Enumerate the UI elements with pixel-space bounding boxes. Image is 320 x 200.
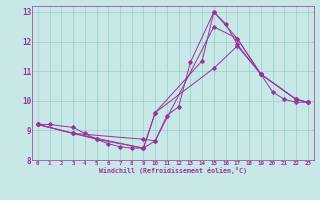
X-axis label: Windchill (Refroidissement éolien,°C): Windchill (Refroidissement éolien,°C) <box>99 167 247 174</box>
